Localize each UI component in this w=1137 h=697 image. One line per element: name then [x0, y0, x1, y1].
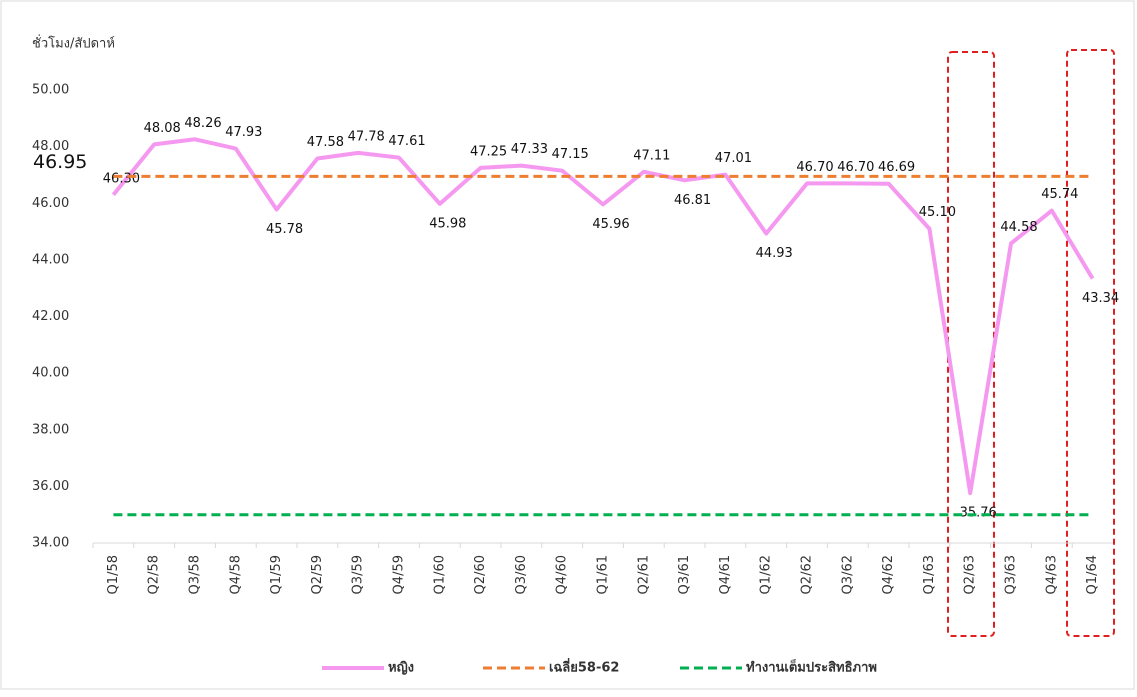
- x-tick-label: Q1/63: [922, 555, 937, 594]
- x-tick-label: Q4/59: [392, 555, 407, 594]
- x-tick-label: Q2/60: [473, 555, 488, 594]
- y-tick-label: 42.00: [32, 309, 69, 324]
- legend-label: ทำงานเต็มประสิทธิภาพ: [746, 658, 877, 676]
- data-label: 47.01: [715, 151, 752, 166]
- data-label: 43.34: [1082, 291, 1119, 306]
- data-label: 46.95: [33, 151, 87, 173]
- x-tick-label: Q3/62: [840, 555, 855, 594]
- x-tick-label: Q2/63: [963, 555, 978, 594]
- data-label: 44.93: [756, 246, 793, 261]
- x-tick-label: Q2/59: [310, 555, 325, 594]
- x-tick-label: Q3/63: [1004, 555, 1019, 594]
- legend-label: หญิง: [388, 661, 414, 676]
- data-label: 35.76: [960, 506, 997, 521]
- data-label: 46.70: [837, 160, 874, 175]
- x-tick-label: Q1/62: [759, 555, 774, 594]
- x-tick-label: Q4/61: [718, 555, 733, 594]
- x-tick-label: Q3/58: [188, 555, 203, 594]
- data-label: 48.08: [144, 121, 181, 136]
- data-label: 47.25: [470, 144, 507, 159]
- y-tick-label: 36.00: [32, 479, 69, 494]
- data-label: 46.30: [103, 171, 140, 186]
- data-label: 44.58: [1000, 220, 1037, 235]
- x-tick-label: Q1/58: [106, 555, 121, 594]
- y-tick-label: 46.00: [32, 196, 69, 211]
- x-tick-label: Q4/58: [228, 555, 243, 594]
- y-axis-label: ชั่วโมง/สัปดาห์: [32, 35, 115, 52]
- data-label: 45.10: [919, 205, 956, 220]
- x-tick-label: Q1/59: [269, 555, 284, 594]
- x-tick-label: Q1/60: [432, 555, 447, 594]
- x-tick-label: Q4/63: [1044, 555, 1059, 594]
- data-label: 46.70: [796, 160, 833, 175]
- data-label: 47.11: [633, 148, 670, 163]
- data-label: 47.61: [388, 134, 425, 149]
- data-label: 46.69: [878, 160, 915, 175]
- y-tick-label: 48.00: [32, 139, 69, 154]
- x-tick-label: Q1/61: [596, 555, 611, 594]
- x-tick-label: Q1/64: [1085, 555, 1100, 594]
- x-tick-label: Q3/60: [514, 555, 529, 594]
- x-tick-label: Q2/58: [147, 555, 162, 594]
- x-tick-label: Q2/62: [800, 555, 815, 594]
- y-tick-label: 38.00: [32, 422, 69, 437]
- x-tick-label: Q4/62: [881, 555, 896, 594]
- data-label: 47.15: [552, 147, 589, 162]
- x-tick-label: Q4/60: [555, 555, 570, 594]
- x-tick-label: Q2/61: [636, 555, 651, 594]
- data-label: 47.78: [348, 129, 385, 144]
- data-label: 47.93: [225, 125, 262, 140]
- x-tick-label: Q3/59: [351, 555, 366, 594]
- data-label: 45.96: [592, 217, 629, 232]
- legend-label: เฉลี่ย58-62: [549, 658, 619, 676]
- y-tick-label: 44.00: [32, 252, 69, 267]
- x-tick-label: Q3/61: [677, 555, 692, 594]
- data-label: 47.33: [511, 142, 548, 157]
- series-line: [111, 137, 1095, 496]
- data-label: 47.58: [307, 135, 344, 150]
- data-label: 45.78: [266, 222, 303, 237]
- y-tick-label: 34.00: [32, 536, 69, 551]
- y-tick-label: 50.00: [32, 83, 69, 98]
- data-label: 46.81: [674, 193, 711, 208]
- data-label: 45.74: [1041, 187, 1078, 202]
- data-label: 45.98: [429, 216, 466, 231]
- y-tick-label: 40.00: [32, 366, 69, 381]
- highlight-box: [1066, 49, 1115, 637]
- data-label: 48.26: [184, 116, 221, 131]
